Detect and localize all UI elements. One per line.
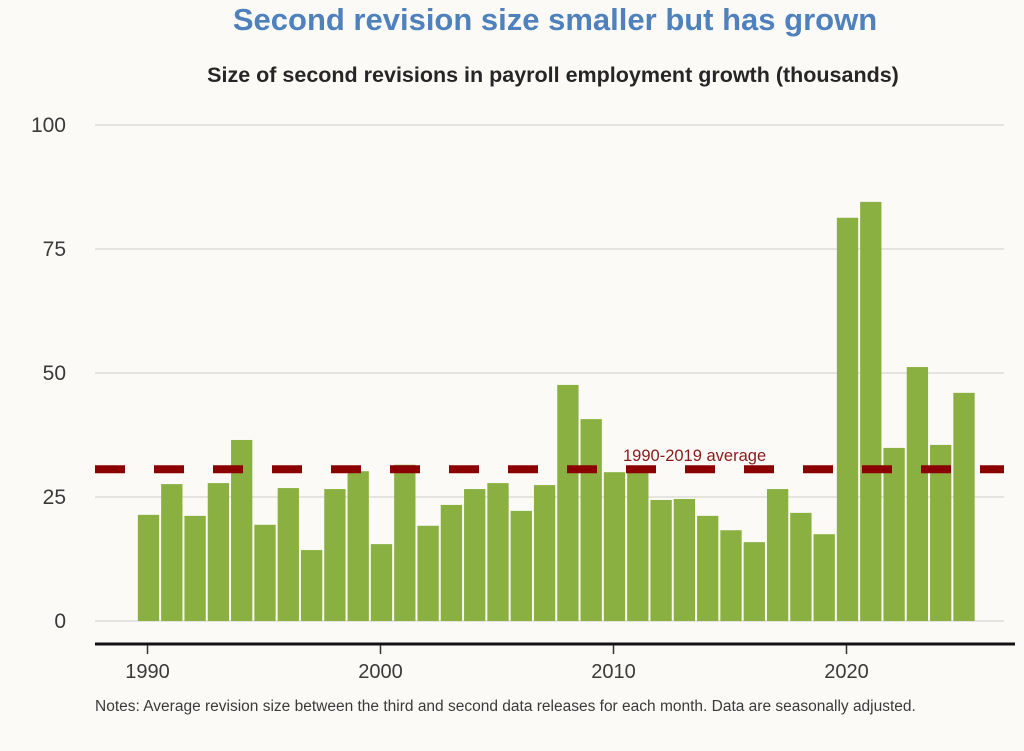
y-tick-label: 50: [43, 362, 66, 385]
bar: [440, 504, 463, 621]
bar: [394, 464, 416, 621]
x-axis: 1990 2000 2010 2020: [95, 642, 1015, 683]
bar: [184, 515, 206, 621]
y-tick-label: 75: [43, 238, 66, 261]
bar: [533, 485, 556, 621]
bar: [860, 201, 882, 621]
bar: [300, 550, 323, 621]
bar: [580, 419, 602, 621]
x-tick-label: 1990: [125, 661, 170, 683]
bar: [557, 384, 579, 621]
x-tick-label: 2020: [824, 661, 869, 683]
bars: [137, 201, 975, 621]
bar: [720, 530, 742, 621]
bar: [790, 512, 812, 621]
average-line-label: 1990-2019 average: [623, 447, 766, 465]
bar: [836, 217, 859, 621]
bar: [883, 447, 905, 621]
bar: [161, 484, 183, 621]
bar: [370, 544, 393, 621]
x-tick-label: 2010: [591, 661, 636, 683]
bar: [277, 488, 299, 621]
bar: [417, 525, 439, 621]
bar: [627, 472, 649, 621]
bar: [231, 439, 253, 621]
average-line: 1990-2019 average: [95, 447, 1004, 474]
bar: [697, 515, 719, 621]
chart-title: Second revision size smaller but has gro…: [232, 2, 878, 37]
bar: [650, 499, 672, 621]
bar: [487, 483, 509, 621]
y-tick-label: 0: [54, 610, 66, 633]
chart-notes: Notes: Average revision size between the…: [95, 698, 916, 715]
bar: [603, 472, 626, 621]
bar: [953, 392, 975, 621]
y-tick-label: 25: [43, 486, 66, 509]
bar: [510, 510, 532, 621]
bar: [464, 489, 486, 621]
y-tick-label: 100: [31, 114, 66, 137]
bar: [324, 489, 346, 621]
bar: [254, 524, 276, 621]
chart-subtitle: Size of second revisions in payroll empl…: [207, 63, 899, 87]
x-tick-label: 2000: [358, 661, 403, 683]
bar: [906, 367, 929, 621]
bar: [137, 514, 160, 621]
bar: [766, 489, 789, 621]
bar: [207, 483, 230, 621]
bar: [347, 471, 369, 621]
bar: [673, 498, 696, 621]
bar: [743, 542, 765, 621]
y-axis-ticks: 0 25 50 75 100: [31, 114, 66, 633]
bar: [813, 534, 835, 621]
bar: [930, 444, 952, 621]
